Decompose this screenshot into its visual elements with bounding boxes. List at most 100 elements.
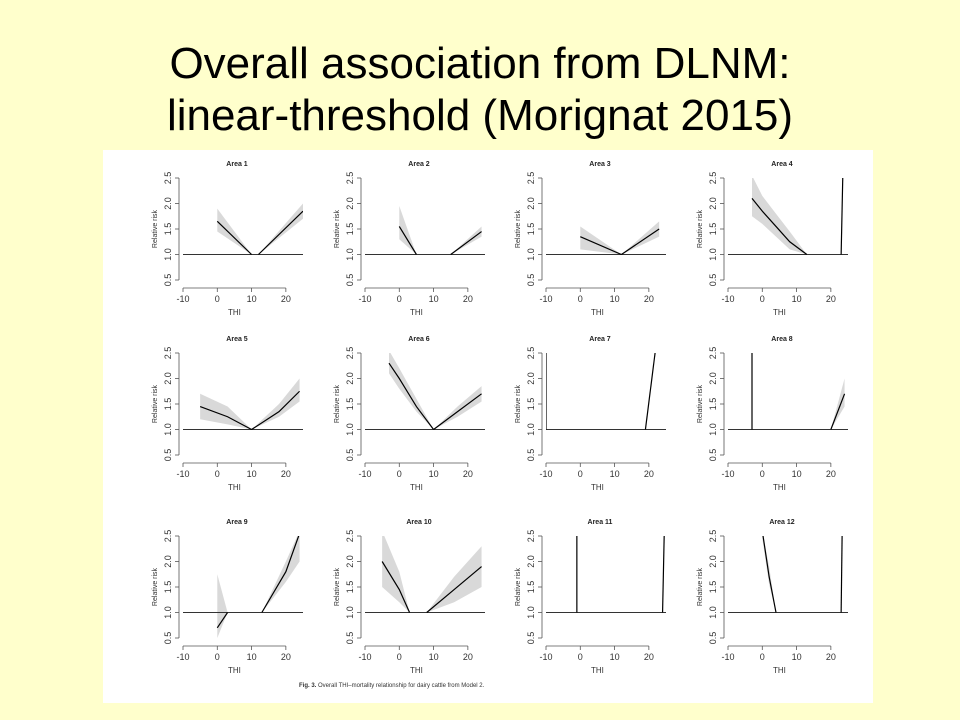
y-tick-label: 1.0 <box>526 423 536 436</box>
y-tick-label: 1.0 <box>708 423 718 436</box>
x-tick-label: 10 <box>247 469 257 479</box>
risk-curve <box>644 353 656 430</box>
y-tick-label: 2.0 <box>345 555 355 568</box>
y-tick-label: 2.5 <box>708 172 718 185</box>
x-tick-label: 0 <box>578 652 583 662</box>
panel-title: Area 8 <box>771 336 793 343</box>
y-tick-label: 1.0 <box>526 606 536 619</box>
y-tick-label: 0.5 <box>708 632 718 645</box>
y-axis-label: Relative risk <box>697 209 704 248</box>
y-tick-label: 0.5 <box>163 274 173 287</box>
x-tick-label: -10 <box>721 294 734 304</box>
x-tick-label: 10 <box>792 469 802 479</box>
x-tick-label: 0 <box>215 469 220 479</box>
y-axis-label: Relative risk <box>334 209 341 248</box>
y-tick-label: 1.0 <box>345 423 355 436</box>
risk-curve <box>199 405 252 431</box>
x-axis-label: THI <box>773 308 786 317</box>
confidence-band <box>251 378 300 430</box>
confidence-band <box>433 386 482 430</box>
slide-title-line-1: Overall association from DLNM: <box>169 39 791 88</box>
y-tick-label: 1.0 <box>526 248 536 261</box>
x-tick-label: 0 <box>215 294 220 304</box>
y-axis-label: Relative risk <box>697 384 704 423</box>
x-tick-label: 20 <box>463 294 473 304</box>
y-axis-label: Relative risk <box>152 209 159 248</box>
panel-title: Area 3 <box>589 161 611 168</box>
risk-curve <box>450 231 482 255</box>
x-tick-label: -10 <box>539 469 552 479</box>
y-tick-label: 2.0 <box>163 555 173 568</box>
panel-title: Area 9 <box>226 519 248 526</box>
risk-curve <box>258 210 303 255</box>
risk-curve <box>398 226 417 255</box>
x-tick-label: 10 <box>247 652 257 662</box>
x-tick-label: -10 <box>358 294 371 304</box>
risk-curve <box>621 228 660 255</box>
plot-area <box>183 378 303 431</box>
y-tick-label: 1.5 <box>526 398 536 411</box>
x-tick-label: -10 <box>176 469 189 479</box>
y-tick-label: 1.0 <box>345 248 355 261</box>
panel-area-4: Area 4 0.5 1.0 1.5 2.0 2.5 Relative risk -10 0 10… <box>697 161 848 317</box>
y-tick-label: 0.5 <box>345 274 355 287</box>
y-tick-label: 2.0 <box>526 555 536 568</box>
risk-curve <box>433 393 482 430</box>
y-tick-label: 1.0 <box>708 606 718 619</box>
y-tick-label: 0.5 <box>526 632 536 645</box>
slide-title: Overall association from DLNM: linear-th… <box>0 38 960 142</box>
y-tick-label: 2.0 <box>163 372 173 385</box>
confidence-band <box>389 353 434 430</box>
y-tick-label: 0.5 <box>345 632 355 645</box>
x-axis-label: THI <box>773 666 786 675</box>
plot-area <box>728 178 848 255</box>
y-axis-label: Relative risk <box>334 567 341 606</box>
panel-area-12: Area 12 0.5 1.0 1.5 2.0 2.5 Relative risk -10 0 1… <box>697 519 848 675</box>
x-tick-label: -10 <box>176 294 189 304</box>
plot-area <box>365 536 485 613</box>
y-tick-label: 1.5 <box>163 223 173 236</box>
plot-area <box>546 536 666 613</box>
chart-grid: Area 1 0.5 1.0 1.5 2.0 2.5 Relative risk -10 0 10… <box>152 161 848 675</box>
x-tick-label: 10 <box>429 652 439 662</box>
y-tick-label: 1.5 <box>345 223 355 236</box>
y-tick-label: 2.5 <box>345 530 355 543</box>
x-tick-label: 20 <box>644 469 654 479</box>
y-tick-label: 2.5 <box>526 172 536 185</box>
risk-curve <box>381 561 411 613</box>
y-axis-label: Relative risk <box>515 567 522 606</box>
y-tick-label: 2.5 <box>708 530 718 543</box>
x-tick-label: 10 <box>792 652 802 662</box>
panel-title: Area 6 <box>408 336 430 343</box>
panel-title: Area 1 <box>226 161 248 168</box>
x-axis-label: THI <box>410 666 423 675</box>
risk-curve <box>762 536 777 613</box>
confidence-band <box>399 206 417 255</box>
x-tick-label: -10 <box>721 469 734 479</box>
risk-curve <box>261 536 300 613</box>
y-tick-label: 0.5 <box>526 274 536 287</box>
plot-area <box>546 353 666 430</box>
risk-curve <box>830 393 846 430</box>
x-tick-label: 10 <box>610 652 620 662</box>
y-tick-label: 0.5 <box>163 632 173 645</box>
confidence-band <box>382 536 410 613</box>
y-tick-label: 1.5 <box>708 398 718 411</box>
y-tick-label: 1.5 <box>345 398 355 411</box>
confidence-band <box>200 393 252 430</box>
x-tick-label: 0 <box>397 652 402 662</box>
y-tick-label: 1.0 <box>345 606 355 619</box>
x-axis-label: THI <box>228 666 241 675</box>
y-tick-label: 1.5 <box>708 223 718 236</box>
x-tick-label: -10 <box>358 469 371 479</box>
x-axis-label: THI <box>228 483 241 492</box>
x-axis-label: THI <box>773 483 786 492</box>
panel-area-6: Area 6 0.5 1.0 1.5 2.0 2.5 Relative risk -10 0 10… <box>334 336 485 492</box>
confidence-band <box>426 546 482 613</box>
x-tick-label: 10 <box>610 469 620 479</box>
y-tick-label: 1.5 <box>526 581 536 594</box>
x-tick-label: 0 <box>215 652 220 662</box>
panel-area-1: Area 1 0.5 1.0 1.5 2.0 2.5 Relative risk -10 0 10… <box>152 161 303 317</box>
y-axis-label: Relative risk <box>515 384 522 423</box>
panel-title: Area 5 <box>226 336 248 343</box>
